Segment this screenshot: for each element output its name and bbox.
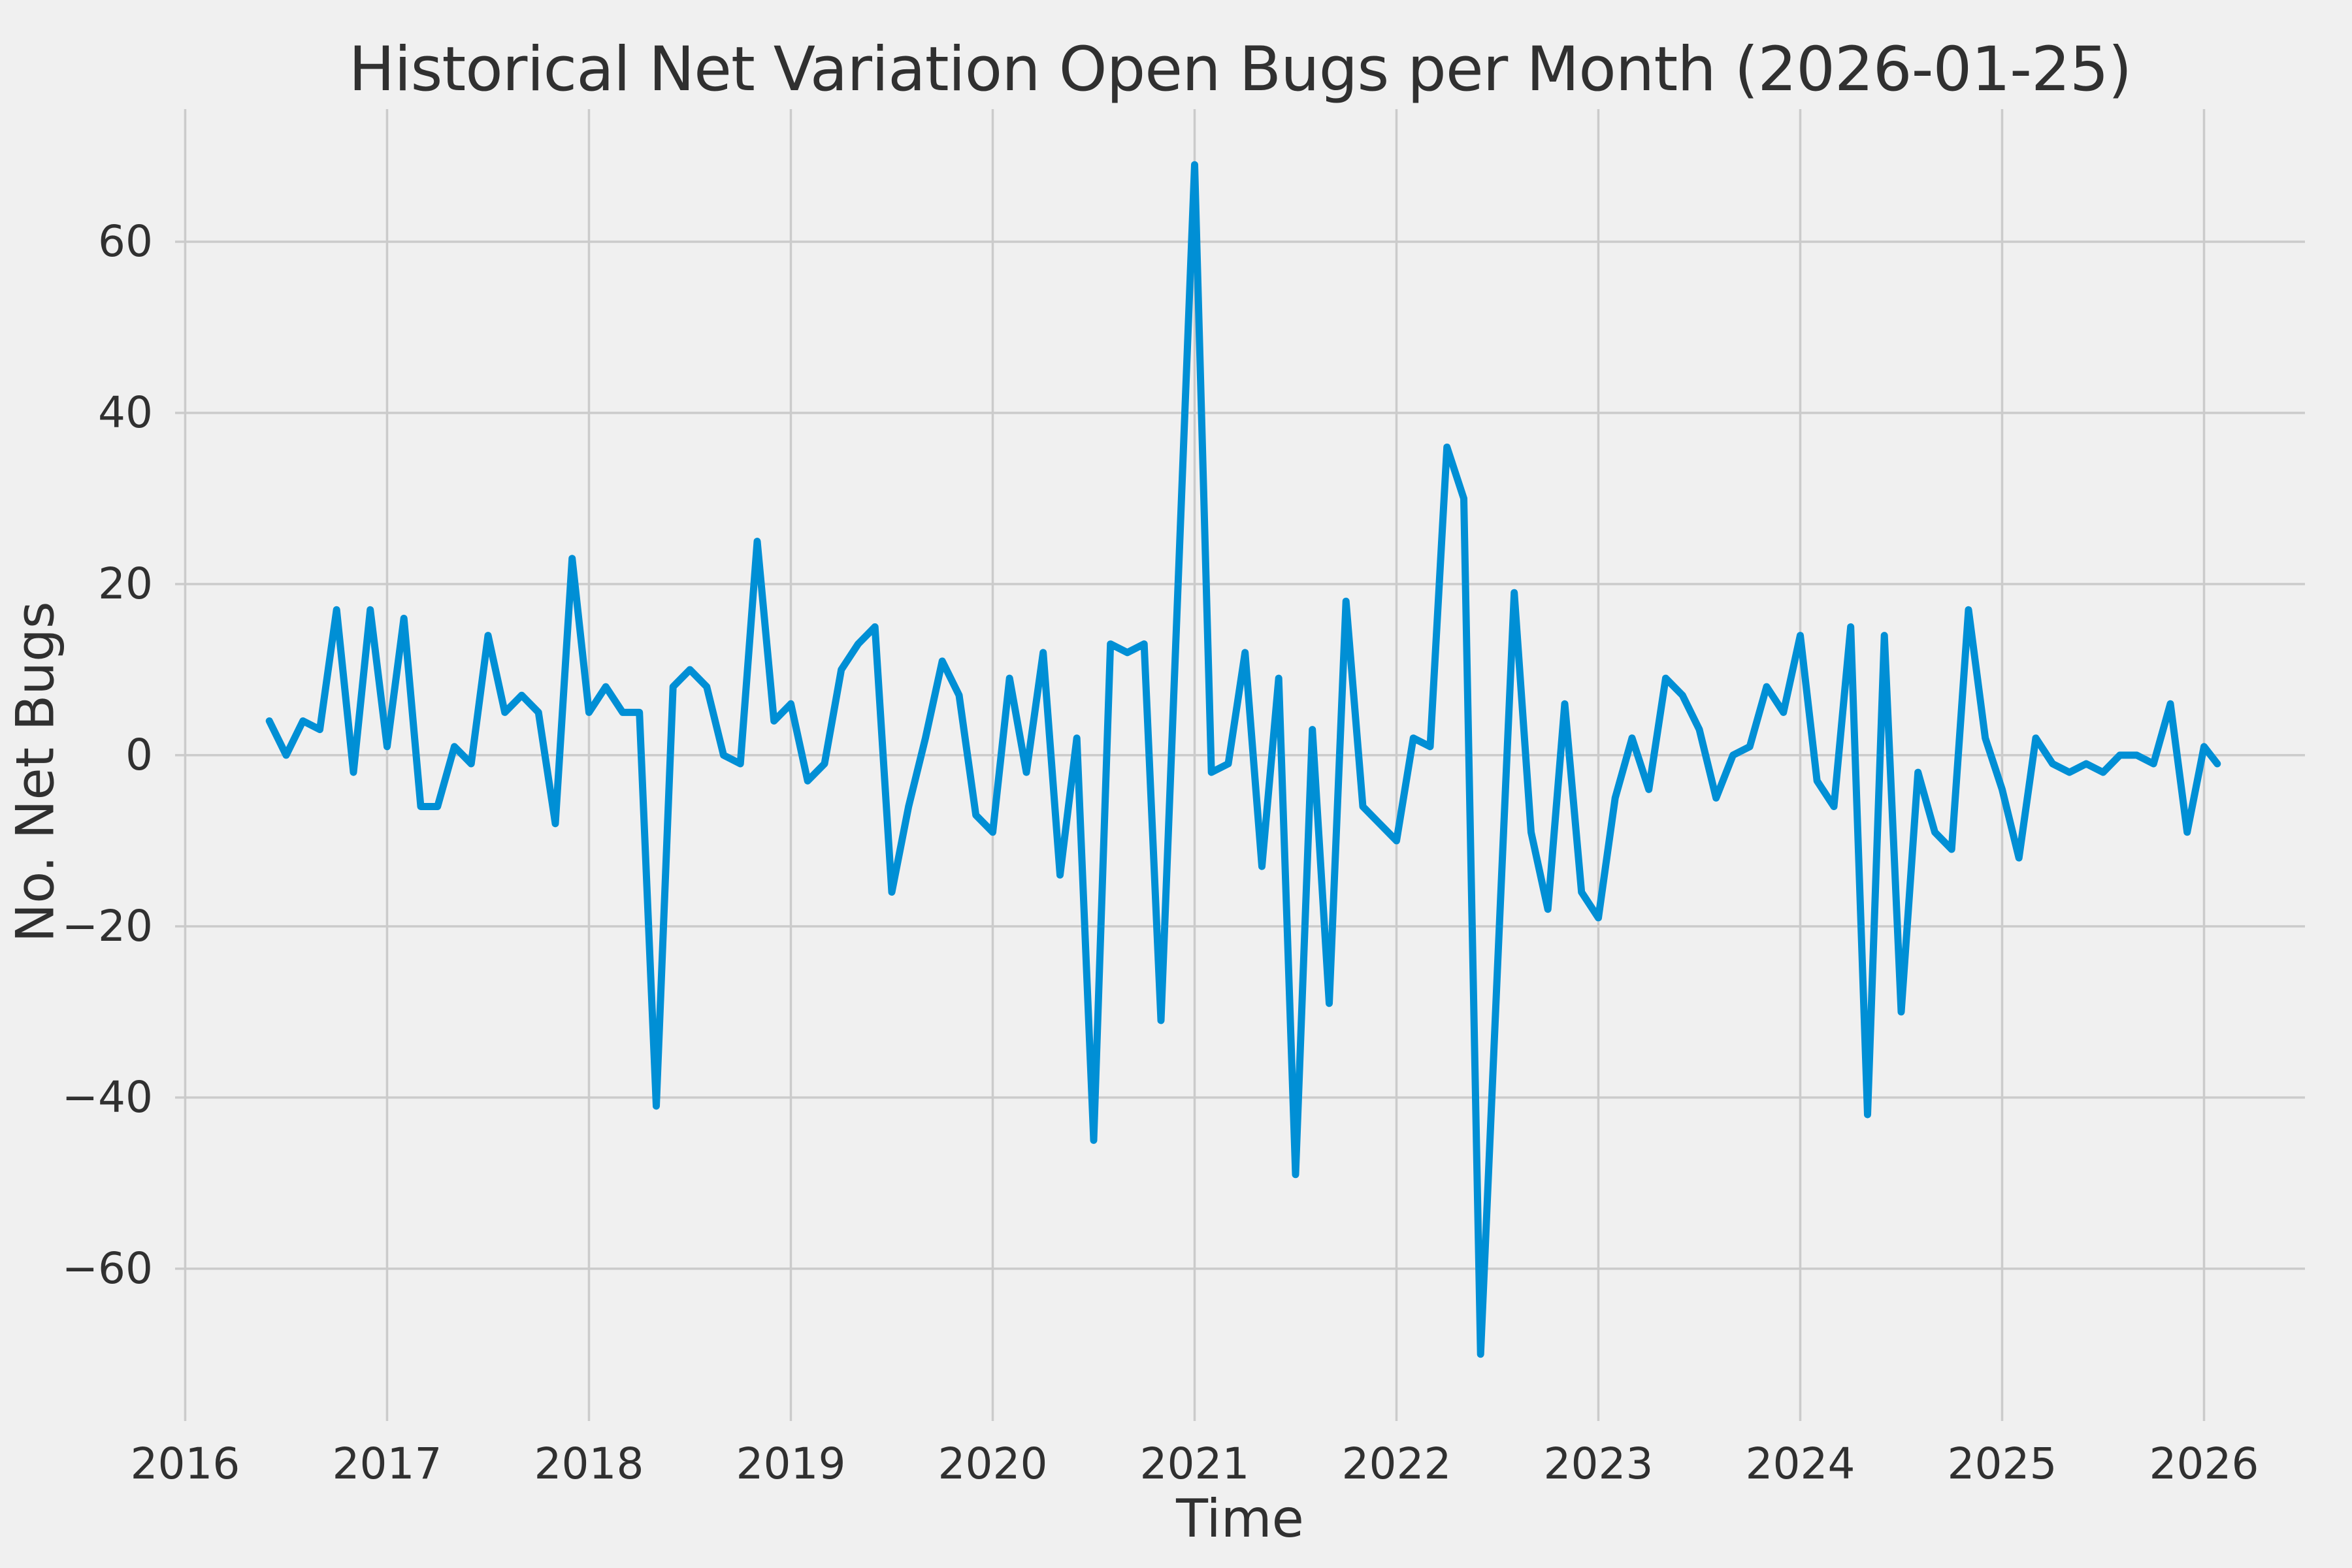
x-tick-label: 2022: [1341, 1439, 1451, 1489]
data-series-line: [265, 161, 2221, 1358]
x-tick-label: 2019: [736, 1439, 845, 1489]
x-tick-label: 2023: [1543, 1439, 1653, 1489]
x-tick-label: 2024: [1746, 1439, 1855, 1489]
x-tick-label: 2025: [1948, 1439, 2057, 1489]
x-tick-label: 2017: [332, 1439, 442, 1489]
y-tick-label: −60: [62, 1243, 153, 1294]
y-tick-label: −40: [62, 1072, 153, 1122]
axis-tick-labels: 2016 2017 2018 2019 2020 2021 2022 2023 2024 2025…: [62, 216, 2259, 1489]
x-tick-label: 2018: [534, 1439, 644, 1489]
y-tick-label: 60: [98, 216, 153, 267]
x-tick-label: 2026: [2149, 1439, 2259, 1489]
gridlines: [175, 109, 2305, 1421]
y-axis-label: No. Net Bugs: [5, 601, 66, 943]
y-tick-label: 40: [98, 387, 153, 438]
y-tick-label: 0: [125, 730, 153, 780]
x-tick-label: 2021: [1139, 1439, 1249, 1489]
x-axis-label: Time: [1176, 1488, 1304, 1549]
y-tick-label: −20: [62, 901, 153, 951]
x-tick-label: 2016: [130, 1439, 240, 1489]
x-tick-label: 2020: [938, 1439, 1047, 1489]
y-tick-label: 20: [98, 559, 153, 609]
chart-title: Historical Net Variation Open Bugs per M…: [348, 34, 2132, 105]
net-bugs-series-path: [265, 161, 2221, 1358]
